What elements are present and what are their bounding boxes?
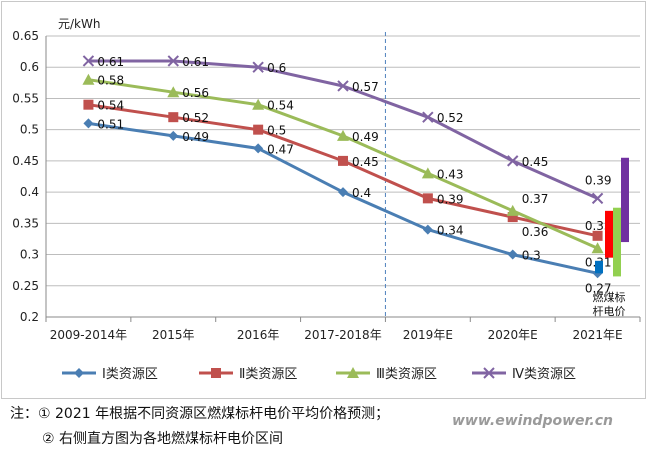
data-point-triangle [167,86,180,98]
data-point-triangle [82,73,95,85]
x-tick-label: 2021年E [573,328,623,342]
data-point-square [422,193,433,204]
data-label: 0.34 [437,224,464,238]
coal-price-range-bar [613,207,621,277]
data-label: 0.37 [522,192,549,206]
data-point-triangle [421,167,434,179]
data-label: 0.52 [437,111,464,125]
data-point-square [507,212,518,223]
chart-frame: 0.2 0.25 0.3 0.35 0.4 0.45 0.5 0.55 0.6 0.65 元/kWh… [1,1,646,399]
watermark: www.ewindpower.cn [452,413,613,429]
data-point-square [83,99,94,110]
legend-label: Ⅳ类资源区 [512,367,576,382]
legend-marker [74,368,84,378]
coal-price-label-line2: 杆电价 [593,304,626,318]
data-label: 0.6 [267,61,286,75]
data-label: 0.58 [97,74,124,88]
data-label: 0.61 [182,55,209,69]
data-point-triangle [506,204,519,216]
data-point-square [592,230,603,241]
data-label: 0.39 [437,192,464,206]
x-tick-label: 2017-2018年 [304,328,381,342]
y-tick-label: 0.3 [20,248,39,262]
legend-label: Ⅰ类资源区 [102,367,158,382]
line-chart: 0.2 0.25 0.3 0.35 0.4 0.45 0.5 0.55 0.6 0.65 元/kWh… [12,17,641,382]
data-point-x [422,111,434,123]
data-label: 0.61 [97,55,124,69]
data-label: 0.49 [182,130,209,144]
data-label: 0.47 [267,142,294,156]
data-point-diamond [168,130,179,141]
data-label: 0.49 [352,130,379,144]
y-axis-unit-label: 元/kWh [58,17,100,31]
data-label: 0.51 [97,117,124,131]
coal-price-label-line1: 燃煤标 [593,290,626,304]
data-point-x [591,192,604,205]
data-point-x [82,55,95,67]
y-tick-label: 0.2 [20,310,39,324]
note-line-2: ② 右侧直方图为各地燃煤标杆电价区间 [42,431,283,447]
data-label: 0.54 [97,99,124,113]
data-point-triangle [337,129,349,141]
y-tick-label: 0.5 [20,123,39,137]
data-label: 0.43 [437,167,464,181]
data-label: 0.45 [352,155,379,169]
data-point-square [338,155,348,166]
data-label: 0.52 [182,111,209,125]
data-label: 0.57 [352,80,379,94]
data-label: 0.33 [585,219,612,233]
data-point-triangle [591,242,604,254]
x-tick-label: 2015年 [152,328,195,342]
y-tick-label: 0.65 [12,29,39,43]
coal-price-range-bar [605,210,613,258]
x-tick-label: 2016年 [237,328,280,342]
data-point-diamond [507,249,518,260]
data-point-x [507,155,519,167]
x-tick-label: 2019年E [403,328,453,342]
x-tick-label: 2020年E [488,328,538,342]
data-point-diamond [338,187,348,198]
data-label: 0.36 [522,225,549,239]
y-tick-label: 0.45 [12,154,39,168]
y-tick-label: 0.4 [20,185,39,199]
data-label: 0.45 [522,155,549,169]
legend-marker [347,367,359,378]
data-label: 0.39 [585,173,612,187]
coal-price-range-bar [621,157,629,243]
data-label: 0.56 [182,86,209,100]
y-tick-label: 0.25 [12,279,39,293]
data-point-x [167,55,179,67]
data-point-diamond [253,143,264,154]
data-label: 0.3 [522,249,541,263]
data-point-diamond [422,224,433,235]
data-label: 0.54 [267,99,294,113]
data-point-square [253,124,264,135]
data-label: 0.27 [585,281,612,295]
data-point-square [168,112,179,123]
data-point-x [337,80,349,92]
data-label: 0.4 [352,186,371,200]
legend-marker [211,368,221,378]
note-line-1: 注：① 2021 年根据不同资源区燃煤标杆电价平均价格预测； [10,406,390,422]
y-tick-label: 0.6 [20,60,39,74]
data-point-diamond [83,118,94,129]
y-tick-label: 0.55 [12,91,39,105]
data-point-x [252,61,264,73]
coal-price-range-bar [595,260,603,274]
x-tick-label: 2009-2014年 [50,328,127,342]
data-label: 0.5 [267,124,286,138]
legend-label: Ⅲ类资源区 [376,367,437,382]
y-tick-label: 0.35 [12,216,39,230]
legend-marker [483,367,495,379]
data-point-triangle [252,98,265,110]
legend-label: Ⅱ类资源区 [239,367,297,382]
